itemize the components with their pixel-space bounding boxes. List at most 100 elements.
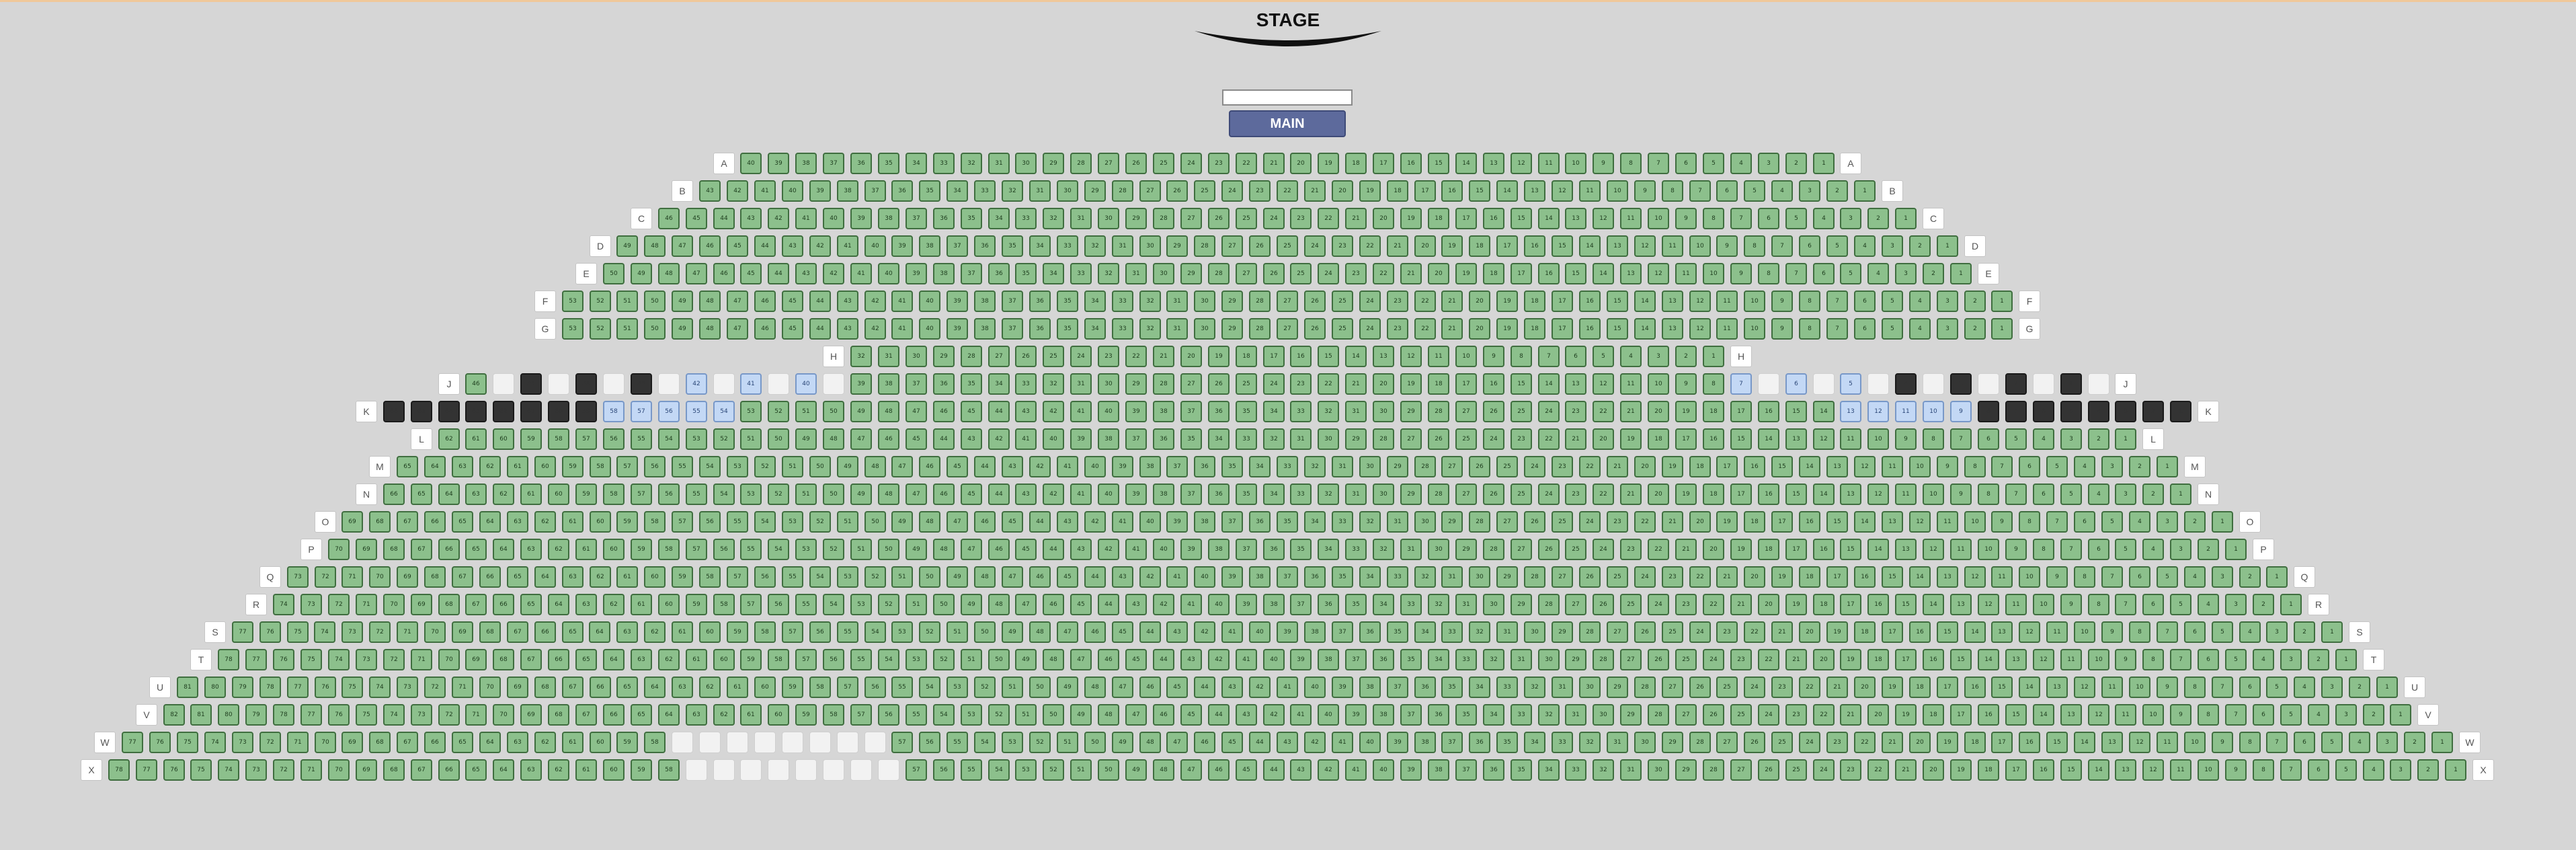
seat[interactable]: 3 [2280, 649, 2302, 670]
seat[interactable]: 5 [1593, 346, 1614, 367]
seat[interactable]: 72 [259, 732, 281, 753]
seat[interactable]: 16 [1758, 484, 1779, 505]
seat[interactable]: 21 [1400, 263, 1422, 284]
seat[interactable]: 27 [1552, 566, 1573, 588]
seat[interactable]: 14 [2033, 704, 2054, 726]
seat[interactable]: 54 [988, 759, 1010, 781]
seat[interactable]: 34 [988, 373, 1010, 395]
seat[interactable]: 66 [534, 621, 556, 643]
seat[interactable]: 37 [823, 153, 844, 174]
seat[interactable]: 6 [1716, 180, 1738, 202]
seat[interactable]: 2 [2239, 566, 2261, 588]
seat[interactable]: 32 [1263, 428, 1285, 450]
seat[interactable]: 35 [1236, 484, 1257, 505]
seat[interactable]: 13 [1785, 428, 1807, 450]
seat[interactable]: 8 [1511, 346, 1532, 367]
seat[interactable]: 17 [1840, 594, 1861, 615]
seat[interactable]: 24 [1703, 649, 1724, 670]
seat[interactable]: 21 [1387, 235, 1408, 257]
seat[interactable]: 50 [1029, 677, 1051, 698]
seat[interactable]: 29 [1221, 291, 1243, 312]
seat[interactable]: 26 [1483, 484, 1504, 505]
seat[interactable]: 47 [727, 291, 748, 312]
seat[interactable]: 51 [782, 456, 803, 477]
seat[interactable]: 10 [1565, 153, 1586, 174]
seat[interactable]: 9 [2225, 759, 2247, 781]
seat[interactable]: 42 [864, 291, 886, 312]
seat[interactable]: 18 [1923, 704, 1944, 726]
seat[interactable]: 58 [658, 539, 680, 560]
seat[interactable]: 44 [754, 235, 776, 257]
seat[interactable]: 19 [1840, 649, 1861, 670]
seat[interactable]: 29 [1400, 484, 1422, 505]
seat[interactable]: 53 [562, 291, 583, 312]
seat[interactable]: 5 [2280, 704, 2302, 726]
seat[interactable]: 50 [823, 484, 844, 505]
seat[interactable]: 5 [2170, 594, 2191, 615]
seat[interactable]: 31 [878, 346, 899, 367]
seat[interactable]: 65 [520, 594, 542, 615]
seat[interactable]: 25 [1552, 511, 1573, 533]
seat[interactable]: 62 [603, 594, 625, 615]
seat[interactable]: 52 [919, 621, 940, 643]
seat[interactable]: 46 [933, 484, 955, 505]
seat[interactable]: 11 [1950, 539, 1972, 560]
seat[interactable]: 56 [878, 704, 899, 726]
seat[interactable]: 20 [1867, 704, 1889, 726]
seat[interactable]: 33 [1455, 649, 1477, 670]
seat[interactable]: 41 [1345, 759, 1367, 781]
seat[interactable]: 21 [1345, 208, 1367, 229]
seat[interactable]: 48 [699, 318, 721, 340]
seat[interactable]: 13 [1950, 594, 1972, 615]
seat[interactable]: 7 [1826, 318, 1848, 340]
seat[interactable]: 8 [1662, 180, 1683, 202]
seat[interactable]: 56 [699, 511, 721, 533]
seat[interactable]: 37 [1290, 594, 1312, 615]
seat[interactable]: 30 [1057, 180, 1078, 202]
seat[interactable]: 26 [1015, 346, 1037, 367]
seat[interactable]: 23 [1249, 180, 1271, 202]
seat[interactable]: 16 [1290, 346, 1312, 367]
seat[interactable]: 13 [1620, 263, 1642, 284]
seat[interactable]: 2 [2417, 759, 2439, 781]
seat[interactable]: 30 [1194, 291, 1215, 312]
seat[interactable]: 25 [1511, 484, 1532, 505]
seat[interactable]: 9 [2157, 677, 2178, 698]
seat[interactable]: 32 [1304, 456, 1326, 477]
seat[interactable]: 21 [1441, 318, 1463, 340]
seat[interactable]: 37 [961, 263, 982, 284]
seat[interactable]: 63 [616, 621, 638, 643]
seat[interactable]: 17 [1263, 346, 1285, 367]
seat[interactable]: 4 [2074, 456, 2095, 477]
seat[interactable]: 18 [1854, 621, 1876, 643]
seat[interactable]: 58 [603, 401, 625, 422]
seat[interactable]: 3 [2170, 539, 2191, 560]
seat[interactable]: 43 [1015, 401, 1037, 422]
seat[interactable]: 53 [740, 484, 762, 505]
seat[interactable]: 1 [2170, 484, 2191, 505]
seat[interactable]: 45 [905, 428, 927, 450]
seat[interactable]: 3 [2390, 759, 2411, 781]
seat[interactable]: 3 [1882, 235, 1903, 257]
seat[interactable]: 52 [933, 649, 955, 670]
seat[interactable]: 1 [1950, 263, 1972, 284]
seat[interactable]: 29 [1084, 180, 1106, 202]
seat[interactable]: 69 [356, 539, 377, 560]
seat[interactable]: 9 [2212, 732, 2233, 753]
seat[interactable]: 12 [1867, 484, 1889, 505]
seat[interactable]: 40 [1373, 759, 1394, 781]
seat[interactable]: 57 [850, 704, 872, 726]
seat[interactable]: 15 [1511, 373, 1532, 395]
seat[interactable]: 32 [1373, 539, 1394, 560]
seat[interactable]: 32 [1043, 373, 1064, 395]
seat[interactable]: 60 [658, 594, 680, 615]
seat[interactable]: 13 [2005, 649, 2027, 670]
seat[interactable]: 61 [631, 594, 652, 615]
seat[interactable]: 6 [2239, 677, 2261, 698]
seat[interactable]: 38 [933, 263, 955, 284]
seat[interactable]: 31 [1620, 759, 1642, 781]
seat[interactable]: 6 [1675, 153, 1697, 174]
seat[interactable]: 27 [1455, 401, 1477, 422]
seat[interactable]: 28 [1593, 649, 1614, 670]
seat[interactable]: 19 [1675, 484, 1697, 505]
